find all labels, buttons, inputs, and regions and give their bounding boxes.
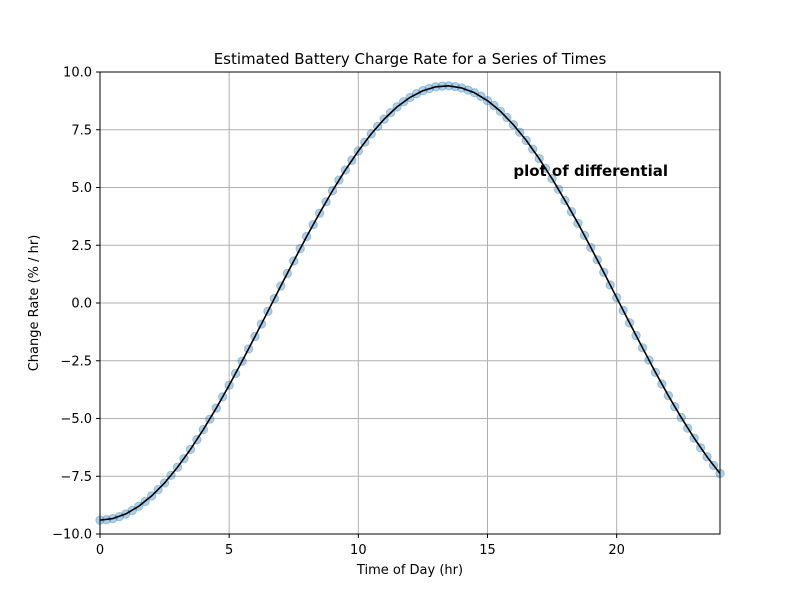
x-tick-label: 15 bbox=[479, 543, 496, 558]
y-tick-label: 2.5 bbox=[71, 239, 92, 254]
y-tick-label: −2.5 bbox=[60, 354, 92, 369]
chart-title: Estimated Battery Charge Rate for a Seri… bbox=[214, 50, 607, 68]
y-tick-label: 7.5 bbox=[71, 123, 92, 138]
y-tick-label: 0.0 bbox=[71, 297, 92, 312]
x-axis-label: Time of Day (hr) bbox=[356, 563, 463, 578]
y-tick-label: −10.0 bbox=[52, 528, 92, 543]
y-tick-label: −5.0 bbox=[60, 412, 92, 427]
x-tick-label: 10 bbox=[350, 543, 367, 558]
x-tick-label: 20 bbox=[608, 543, 625, 558]
y-tick-label: −7.5 bbox=[60, 470, 92, 485]
y-axis-label: Change Rate (% / hr) bbox=[27, 235, 42, 372]
x-tick-label: 0 bbox=[96, 543, 104, 558]
y-tick-label: 10.0 bbox=[63, 66, 92, 81]
annotation-plot-of-differential: plot of differential bbox=[513, 162, 668, 180]
fit-line bbox=[99, 85, 721, 521]
line-series bbox=[99, 85, 721, 521]
grid-lines bbox=[99, 71, 720, 535]
x-tick-label: 5 bbox=[225, 543, 233, 558]
y-tick-label: 5.0 bbox=[71, 181, 92, 196]
axis-ticks: 0 5 10 15 20 −10.0 −7.5 −5.0 −2.5 0.0 2.5 5.0 7.5 10.… bbox=[52, 66, 625, 559]
